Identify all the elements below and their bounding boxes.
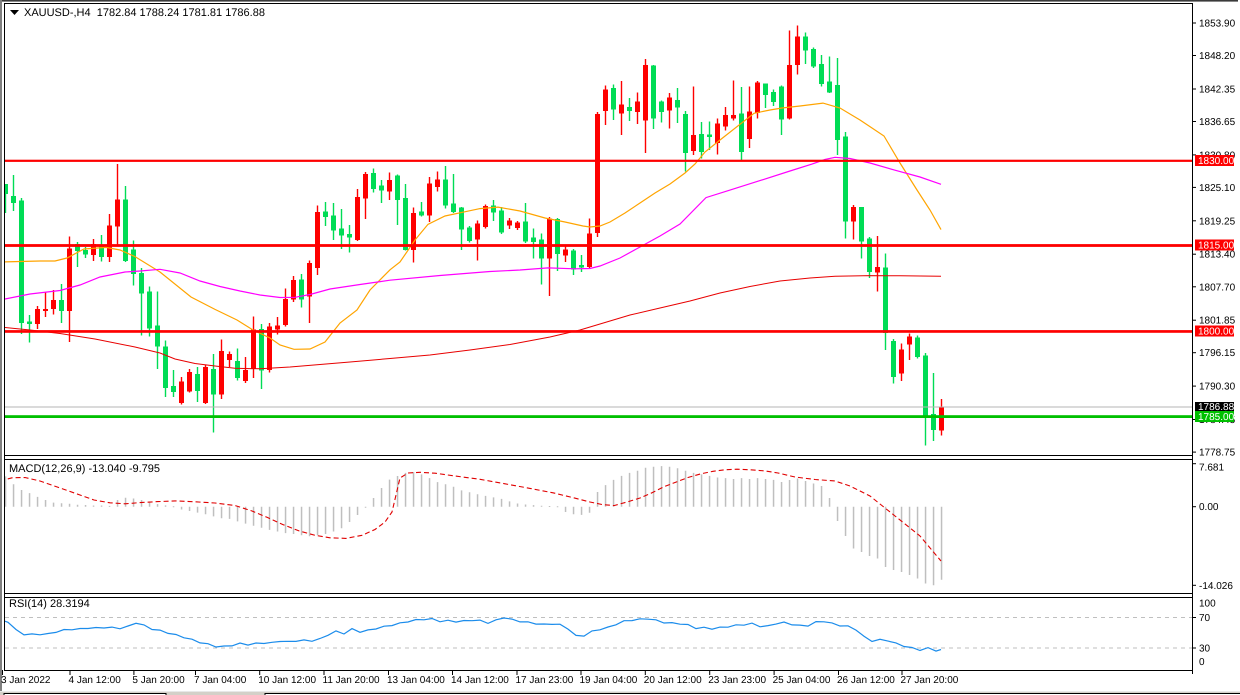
svg-text:26 Jan 12:00: 26 Jan 12:00 (837, 675, 895, 686)
svg-text:25 Jan 04:00: 25 Jan 04:00 (773, 675, 831, 686)
svg-text:5 Jan 20:00: 5 Jan 20:00 (132, 675, 185, 686)
svg-text:3 Jan 2022: 3 Jan 2022 (1, 675, 51, 686)
svg-text:1853.90: 1853.90 (1199, 19, 1236, 30)
svg-text:13 Jan 04:00: 13 Jan 04:00 (387, 675, 445, 686)
svg-text:-14.026: -14.026 (1199, 581, 1233, 592)
svg-text:1786.88: 1786.88 (1198, 402, 1235, 413)
svg-text:23 Jan 23:00: 23 Jan 23:00 (708, 675, 766, 686)
svg-text:1819.25: 1819.25 (1199, 216, 1236, 227)
svg-text:14 Jan 12:00: 14 Jan 12:00 (451, 675, 509, 686)
svg-text:1778.75: 1778.75 (1199, 448, 1236, 459)
svg-text:1800.00: 1800.00 (1198, 327, 1235, 338)
svg-text:7.681: 7.681 (1199, 463, 1224, 474)
svg-text:17 Jan 23:00: 17 Jan 23:00 (516, 675, 574, 686)
svg-text:19 Jan 04:00: 19 Jan 04:00 (580, 675, 638, 686)
svg-text:1813.40: 1813.40 (1199, 250, 1236, 261)
svg-text:0: 0 (1199, 657, 1205, 668)
svg-text:1815.00: 1815.00 (1198, 241, 1235, 252)
svg-text:4 Jan 12:00: 4 Jan 12:00 (69, 675, 122, 686)
svg-text:70: 70 (1199, 613, 1211, 624)
svg-text:1801.85: 1801.85 (1199, 316, 1236, 327)
svg-text:10 Jan 12:00: 10 Jan 12:00 (258, 675, 316, 686)
svg-text:1836.65: 1836.65 (1199, 117, 1236, 128)
svg-text:1785.00: 1785.00 (1198, 412, 1235, 423)
svg-text:RSI(14) 28.3194: RSI(14) 28.3194 (9, 598, 90, 610)
svg-text:20 Jan 12:00: 20 Jan 12:00 (644, 675, 702, 686)
svg-text:30: 30 (1199, 644, 1211, 655)
svg-text:100: 100 (1199, 599, 1216, 610)
svg-text:1842.35: 1842.35 (1199, 85, 1236, 96)
svg-text:1796.15: 1796.15 (1199, 348, 1236, 359)
svg-text:1807.70: 1807.70 (1199, 282, 1236, 293)
svg-text:7 Jan 04:00: 7 Jan 04:00 (194, 675, 247, 686)
svg-text:XAUUSD-,H4 1782.84 1788.24 17: XAUUSD-,H4 1782.84 1788.24 1781.81 1786.… (24, 7, 265, 19)
svg-text:11 Jan 20:00: 11 Jan 20:00 (323, 675, 381, 686)
svg-text:0.00: 0.00 (1199, 502, 1219, 513)
svg-text:1830.00: 1830.00 (1198, 156, 1235, 167)
svg-text:27 Jan 20:00: 27 Jan 20:00 (901, 675, 959, 686)
svg-text:1790.30: 1790.30 (1199, 382, 1236, 393)
svg-text:MACD(12,26,9) -13.040 -9.795: MACD(12,26,9) -13.040 -9.795 (9, 463, 160, 475)
svg-text:1825.10: 1825.10 (1199, 183, 1236, 194)
svg-text:1848.20: 1848.20 (1199, 51, 1236, 62)
